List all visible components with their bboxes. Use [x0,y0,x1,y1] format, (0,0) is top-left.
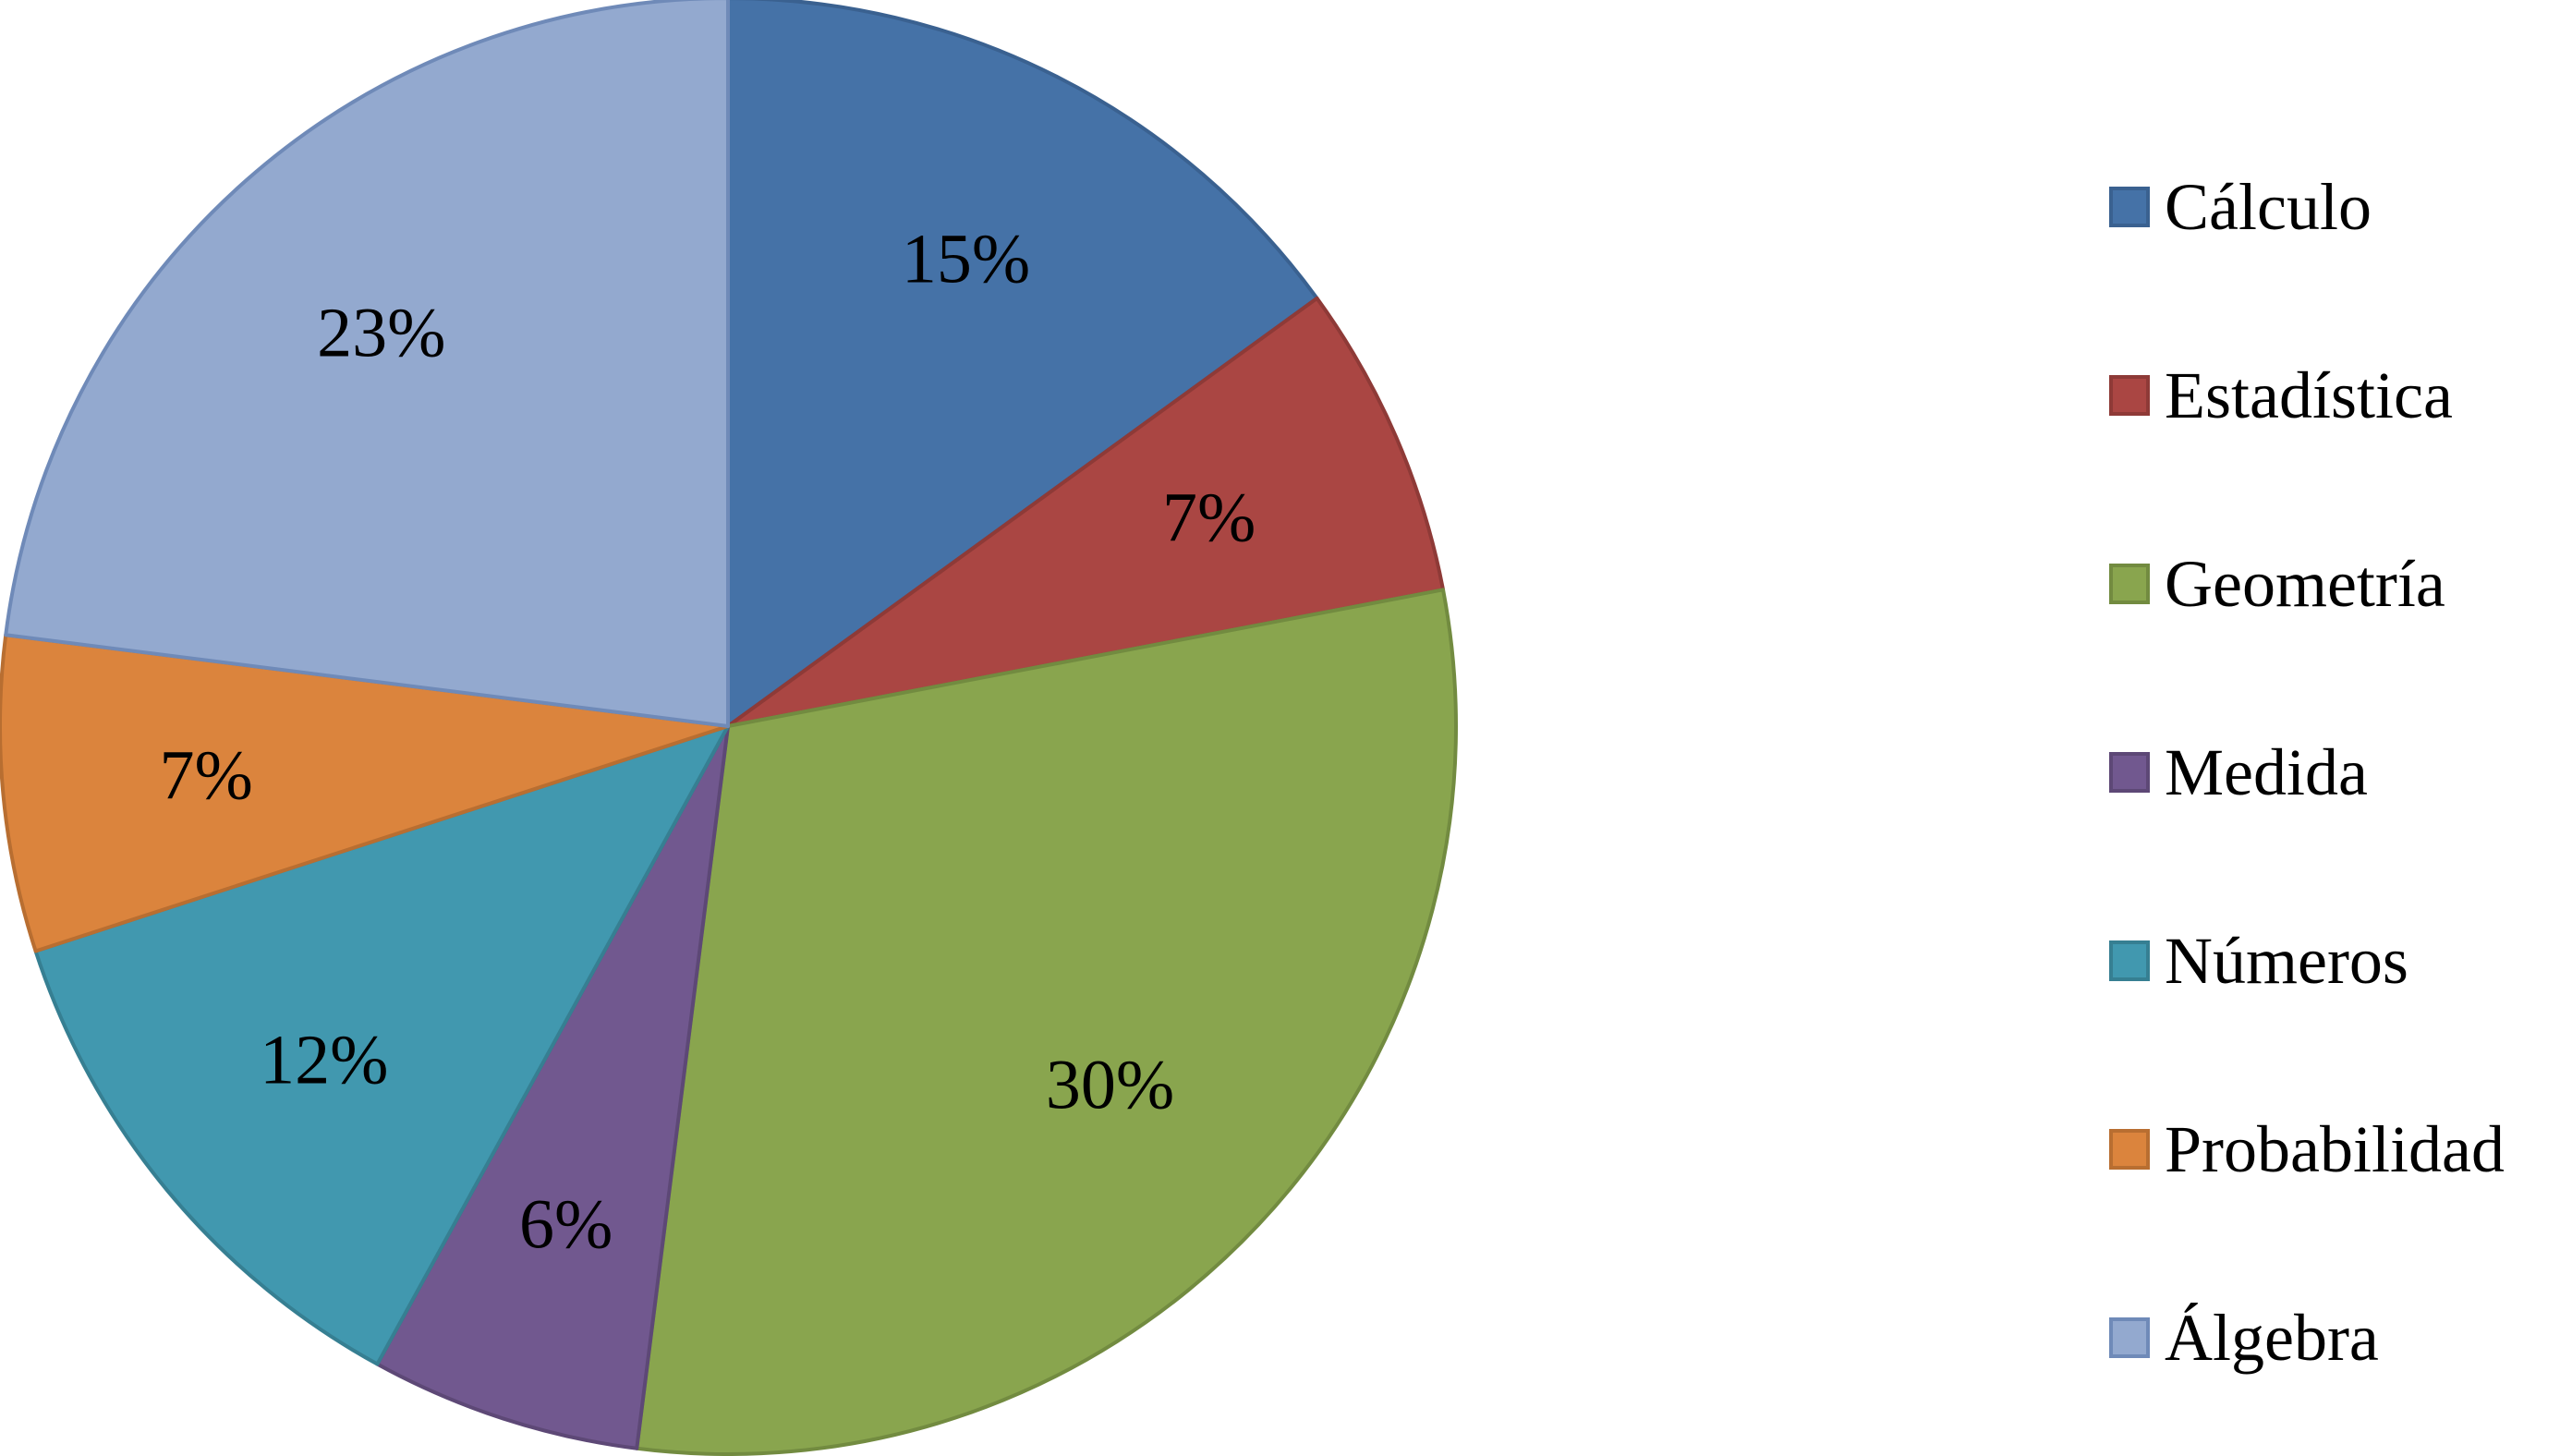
legend-swatch-medida [2109,752,2150,793]
data-label-numeros: 12% [260,1022,388,1099]
slice-probabilidad [0,633,730,953]
data-label-algebra: 23% [317,294,445,371]
slice-calculo [726,0,1319,728]
legend-item-medida: Medida [2109,735,2368,809]
legend-label-estadistica: Estadística [2165,358,2453,432]
legend-label-calculo: Cálculo [2165,170,2372,244]
legend-swatch-numeros [2109,940,2150,981]
legend-label-medida: Medida [2165,735,2368,809]
data-label-estadistica: 7% [1162,479,1256,557]
data-label-medida: 6% [519,1186,613,1264]
legend-label-algebra: Álgebra [2165,1301,2379,1375]
legend-item-numeros: Números [2109,924,2408,998]
slice-estadistica [726,296,1446,728]
legend-item-calculo: Cálculo [2109,170,2372,244]
legend-swatch-algebra [2109,1317,2150,1358]
legend-item-algebra: Álgebra [2109,1301,2379,1375]
legend: Cálculo Estadística Geometría Medida Números… [2109,170,2505,1375]
pie-slices [0,0,1458,1456]
legend-item-estadistica: Estadística [2109,358,2453,432]
legend-label-geometria: Geometría [2165,547,2445,621]
legend-swatch-geometria [2109,564,2150,604]
data-label-geometria: 30% [1046,1046,1174,1123]
slice-numeros [33,724,730,1366]
legend-swatch-probabilidad [2109,1129,2150,1170]
data-label-probabilidad: 7% [160,736,253,814]
legend-item-probabilidad: Probabilidad [2109,1112,2505,1186]
slice-geometria [635,588,1458,1456]
legend-label-probabilidad: Probabilidad [2165,1112,2505,1186]
legend-label-numeros: Números [2165,924,2408,998]
legend-swatch-estadistica [2109,375,2150,416]
data-label-calculo: 15% [902,220,1030,297]
slice-medida [375,724,730,1450]
pie-data-labels: 15% 7% 30% 6% 12% 7% 23% [160,220,1256,1263]
legend-swatch-calculo [2109,187,2150,227]
legend-item-geometria: Geometría [2109,547,2445,621]
slice-algebra [4,0,730,728]
